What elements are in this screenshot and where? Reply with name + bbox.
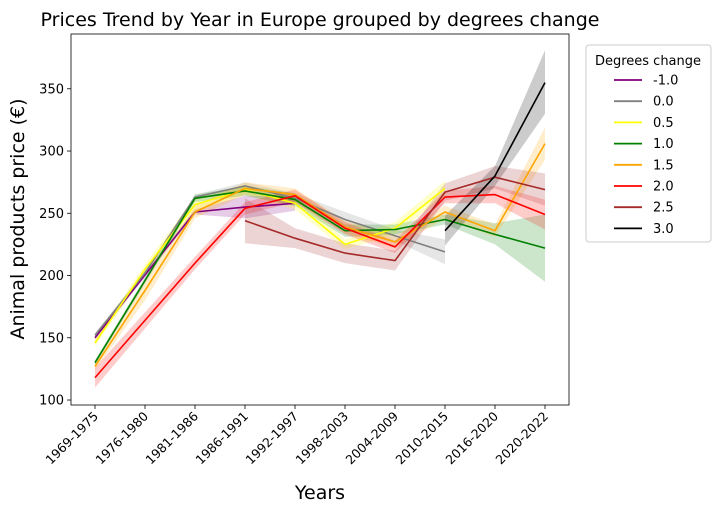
y-axis-label: Animal products price (€) <box>7 98 29 339</box>
series-line--1.0 <box>94 202 296 339</box>
x-tick-label: 2010-2015 <box>392 409 451 468</box>
confidence-bands <box>95 50 545 388</box>
confidence-band--1.0 <box>95 195 295 341</box>
legend-entry-1.0: 1.0 <box>653 137 674 152</box>
x-tick-label: 1969-1975 <box>42 409 101 468</box>
x-tick-label: 1998-2003 <box>292 409 351 468</box>
y-tick-label: 150 <box>39 331 64 346</box>
plot-area-frame <box>70 33 570 406</box>
legend-entry-0.5: 0.5 <box>653 116 674 131</box>
legend-entry-0.0: 0.0 <box>653 95 674 110</box>
series-line-1.5 <box>94 143 546 367</box>
x-tick-label: 2016-2020 <box>442 408 501 467</box>
legend-entry-2.5: 2.5 <box>653 201 674 216</box>
legend: Degrees change -1.0 0.0 0.5 1.0 1.5 2.0 2.5 3.0 <box>585 44 712 243</box>
x-tick-label: 1986-1991 <box>192 409 251 468</box>
y-tick-label: 100 <box>39 394 64 409</box>
confidence-band-0.0 <box>95 182 445 338</box>
y-tick-label: 350 <box>39 82 64 97</box>
x-tick-label: 1976-1980 <box>92 408 151 467</box>
series-line-0.5 <box>94 187 446 344</box>
legend-entry-2.0: 2.0 <box>653 180 674 195</box>
legend-entry-1.5: 1.5 <box>653 158 674 173</box>
y-tick-label: 250 <box>39 207 64 222</box>
confidence-band-2.0 <box>95 185 545 388</box>
series-lines <box>94 82 546 379</box>
confidence-band-0.5 <box>95 180 445 347</box>
x-tick-label: 1992-1997 <box>242 409 301 468</box>
y-axis: 100 150 200 250 300 350 <box>39 82 71 409</box>
x-tick-label: 1981-1986 <box>142 408 201 467</box>
confidence-band-2.5 <box>245 166 545 271</box>
legend-frame <box>585 44 712 243</box>
legend-entry--1.0: -1.0 <box>653 74 678 89</box>
confidence-band-3.0 <box>445 50 545 246</box>
x-tick-label: 2020-2022 <box>492 409 551 468</box>
legend-title: Degrees change <box>595 54 701 69</box>
chart-title: Prices Trend by Year in Europe grouped b… <box>41 9 600 31</box>
x-axis-label: Years <box>294 482 345 504</box>
x-tick-label: 2004-2009 <box>342 408 401 467</box>
legend-entry-3.0: 3.0 <box>653 222 674 237</box>
y-tick-label: 300 <box>39 145 64 160</box>
legend-items: -1.0 0.0 0.5 1.0 1.5 2.0 2.5 3.0 <box>614 74 678 237</box>
y-tick-label: 200 <box>39 269 64 284</box>
x-axis: 1969-19751976-19801981-19861986-19911992… <box>42 405 551 467</box>
